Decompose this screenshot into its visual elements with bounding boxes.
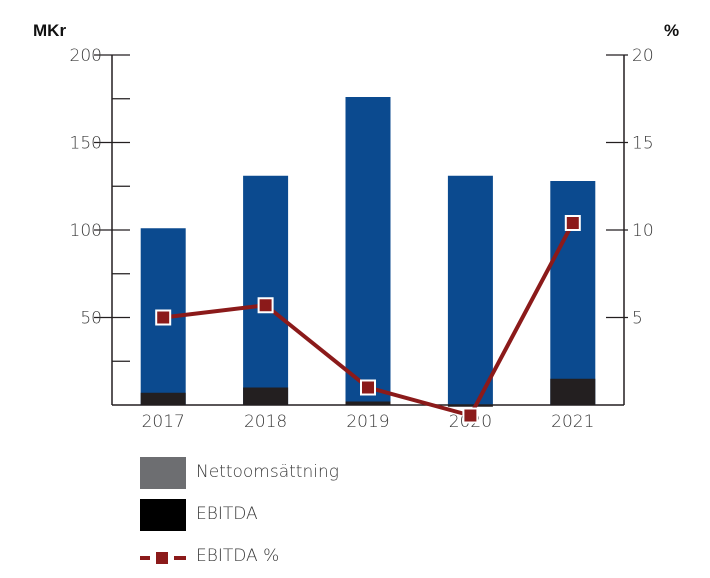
left-tick-label-150: 150 (70, 134, 102, 154)
marker-ebitda-percent-2021 (566, 216, 580, 230)
left-tick-label-50: 50 (80, 309, 102, 329)
left-axis-unit: MKr (33, 21, 66, 40)
left-tick-label-200: 200 (70, 46, 102, 66)
right-tick-label-5: 5 (632, 309, 643, 329)
x-tick-label-2021: 2021 (551, 412, 594, 432)
marker-ebitda-percent-2018 (259, 298, 273, 312)
bar-ebitda-2021 (550, 379, 595, 405)
bar-nettoomsattning-2018 (243, 176, 288, 405)
marker-ebitda-percent-2020 (463, 409, 477, 423)
right-axis-unit: % (664, 21, 679, 40)
marker-ebitda-percent-2019 (361, 381, 375, 395)
legend-swatch-nettoomsattning (140, 457, 186, 489)
left-tick-label-100: 100 (70, 221, 102, 241)
marker-ebitda-percent-2017 (156, 311, 170, 325)
bar-ebitda-2017 (141, 393, 186, 405)
legend-line-ebitda-percent (140, 548, 186, 568)
legend-marker (156, 552, 168, 564)
bar-ebitda-2018 (243, 388, 288, 406)
legend-label-ebitda-percent: EBITDA % (196, 546, 279, 566)
x-tick-label-2019: 2019 (346, 412, 389, 432)
bar-nettoomsattning-2019 (346, 97, 391, 405)
x-tick-label-2018: 2018 (244, 412, 287, 432)
right-tick-label-10: 10 (632, 221, 654, 241)
legend-label-nettoomsattning: Nettoomsättning (196, 462, 339, 482)
legend-swatch-ebitda (140, 499, 186, 531)
legend-label-ebitda: EBITDA (196, 504, 258, 524)
right-tick-label-15: 15 (632, 134, 654, 154)
bar-nettoomsattning-2020 (448, 176, 493, 405)
x-tick-label-2017: 2017 (142, 412, 185, 432)
bar-nettoomsattning-2021 (550, 181, 595, 405)
right-tick-label-20: 20 (632, 46, 654, 66)
chart: 200150100502015105MKr%201720182019202020… (0, 0, 710, 562)
